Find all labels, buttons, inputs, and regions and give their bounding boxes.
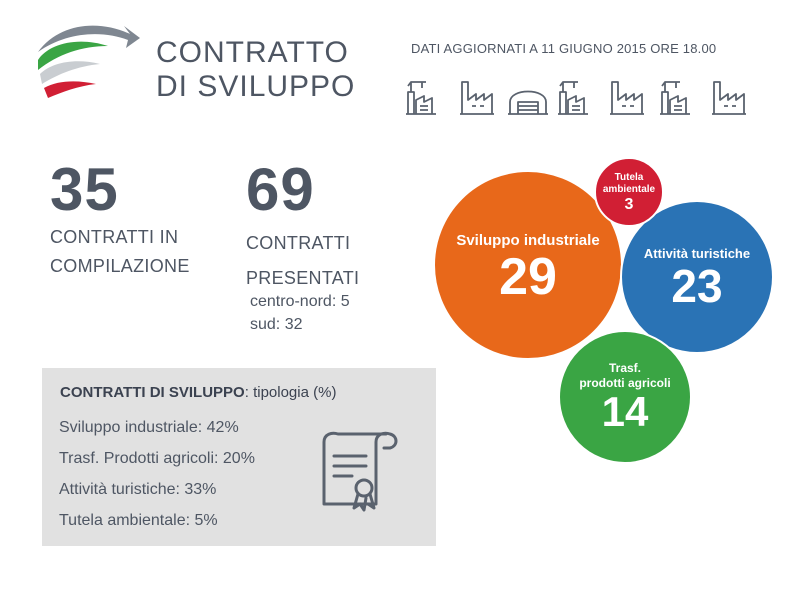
stat-presentati-label-1: CONTRATTI xyxy=(246,233,351,253)
factory-icon xyxy=(610,81,644,115)
bubble-tutela-ambientale: Tutela ambientale 3 xyxy=(594,157,664,227)
bubble-agricoli-label-1: Trasf. xyxy=(608,361,641,375)
stat-compilazione-value: 35 xyxy=(50,156,119,223)
stat-compilazione-label-2: COMPILAZIONE xyxy=(50,256,190,276)
list-item: Attività turistiche: 33% xyxy=(59,481,217,498)
bubble-trasf-prodotti-agricoli: Trasf. prodotti agricoli 14 xyxy=(558,330,692,464)
factory-icon xyxy=(712,81,746,115)
bubble-ambientale-value: 3 xyxy=(624,195,634,213)
list-item: Tutela ambientale: 5% xyxy=(59,512,218,529)
bubble-industriale-value: 29 xyxy=(499,247,557,306)
certificate-icon xyxy=(322,431,398,512)
bubble-industriale-label: Sviluppo industriale xyxy=(456,231,600,249)
stat-presentati: 69 CONTRATTI PRESENTATI centro-nord: 5 s… xyxy=(246,160,359,336)
title-line-1: CONTRATTO xyxy=(156,36,349,69)
list-item: Sviluppo industriale: 42% xyxy=(59,419,239,436)
bubble-sviluppo-industriale: Sviluppo industriale 29 xyxy=(433,170,623,360)
contratto-sviluppo-logo xyxy=(38,25,140,98)
title-line-2: DI SVILUPPO xyxy=(156,70,356,103)
tipologia-title-rest: : tipologia (%) xyxy=(244,384,337,401)
bubble-attivita-turistiche: Attività turistiche 23 xyxy=(620,200,774,354)
tipologia-panel: CONTRATTI DI SVILUPPO: tipologia (%) Svi… xyxy=(42,368,436,546)
bubble-agricoli-label-2: prodotti agricoli xyxy=(579,376,671,390)
stat-sud: sud: 32 xyxy=(250,316,303,333)
stat-compilazione: 35 CONTRATTI IN COMPILAZIONE xyxy=(50,160,190,278)
sector-icons-row xyxy=(406,81,746,115)
tipologia-list: Sviluppo industriale: 42% Trasf. Prodott… xyxy=(59,412,255,536)
bubble-turistiche-label: Attività turistiche xyxy=(643,245,751,261)
stat-centro-nord: centro-nord: 5 xyxy=(250,293,350,310)
stat-presentati-label-2: PRESENTATI xyxy=(246,268,360,288)
bubble-agricoli-value: 14 xyxy=(601,388,649,435)
stat-presentati-value: 69 xyxy=(246,156,315,223)
update-timestamp: DATI AGGIORNATI A 11 GIUGNO 2015 ORE 18.… xyxy=(411,41,717,56)
factory-icon xyxy=(460,81,494,115)
crane-factory-icon xyxy=(558,81,588,115)
crane-factory-icon xyxy=(660,81,690,115)
crane-factory-icon xyxy=(406,81,436,115)
tipologia-title: CONTRATTI DI SVILUPPO: tipologia (%) xyxy=(60,384,336,401)
page-title: CONTRATTO DI SVILUPPO xyxy=(156,36,355,104)
list-item: Trasf. Prodotti agricoli: 20% xyxy=(59,450,255,467)
bubble-ambientale-label-1: Tutela xyxy=(614,171,644,183)
bubble-turistiche-value: 23 xyxy=(671,259,723,312)
bubble-ambientale-label-2: ambientale xyxy=(602,183,656,195)
warehouse-icon xyxy=(508,90,548,115)
stat-compilazione-label-1: CONTRATTI IN xyxy=(50,227,179,247)
tipologia-title-bold: CONTRATTI DI SVILUPPO xyxy=(60,384,245,401)
